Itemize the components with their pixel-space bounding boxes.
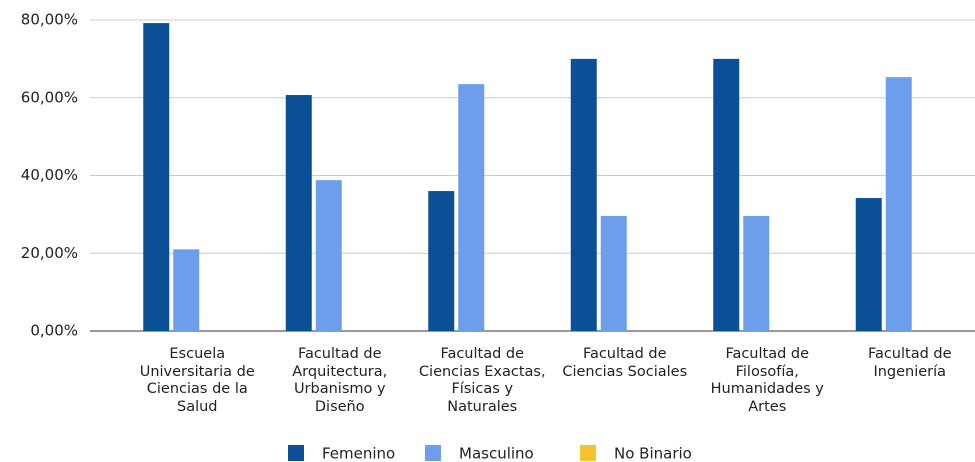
legend-label: No Binario xyxy=(614,445,692,462)
bar xyxy=(143,23,170,332)
x-tick-label: Escuela Universitaria de Ciencias de la … xyxy=(139,346,255,415)
legend-swatch xyxy=(288,445,304,461)
bar xyxy=(885,77,912,332)
x-tick-label: Facultad de Arquitectura, Urbanismo y Di… xyxy=(292,346,388,415)
bar xyxy=(713,58,740,331)
bar xyxy=(315,180,342,331)
legend-swatch xyxy=(580,445,596,461)
legend-label: Masculino xyxy=(459,445,534,462)
bar xyxy=(285,95,312,331)
x-tick-label: Facultad de Ingeniería xyxy=(867,346,952,380)
x-tick-label: Facultad de Ciencias Exactas, Físicas y … xyxy=(418,346,546,415)
y-tick-label: 0,00% xyxy=(30,322,78,340)
y-tick-label: 40,00% xyxy=(21,166,78,184)
bar xyxy=(743,215,770,331)
bar xyxy=(600,215,627,331)
x-tick-label: Facultad de Filosofía, Humanidades y Art… xyxy=(710,346,824,415)
y-tick-label: 80,00% xyxy=(21,11,78,29)
legend-label: Femenino xyxy=(322,445,395,462)
bar xyxy=(458,84,485,331)
legend-swatch xyxy=(425,445,441,461)
y-tick-label: 60,00% xyxy=(21,88,78,106)
x-tick-label: Facultad de Ciencias Sociales xyxy=(562,346,688,380)
y-tick-label: 20,00% xyxy=(21,244,78,262)
bar xyxy=(428,191,455,331)
bar xyxy=(173,249,200,331)
bar xyxy=(570,58,597,331)
bar xyxy=(855,198,882,331)
